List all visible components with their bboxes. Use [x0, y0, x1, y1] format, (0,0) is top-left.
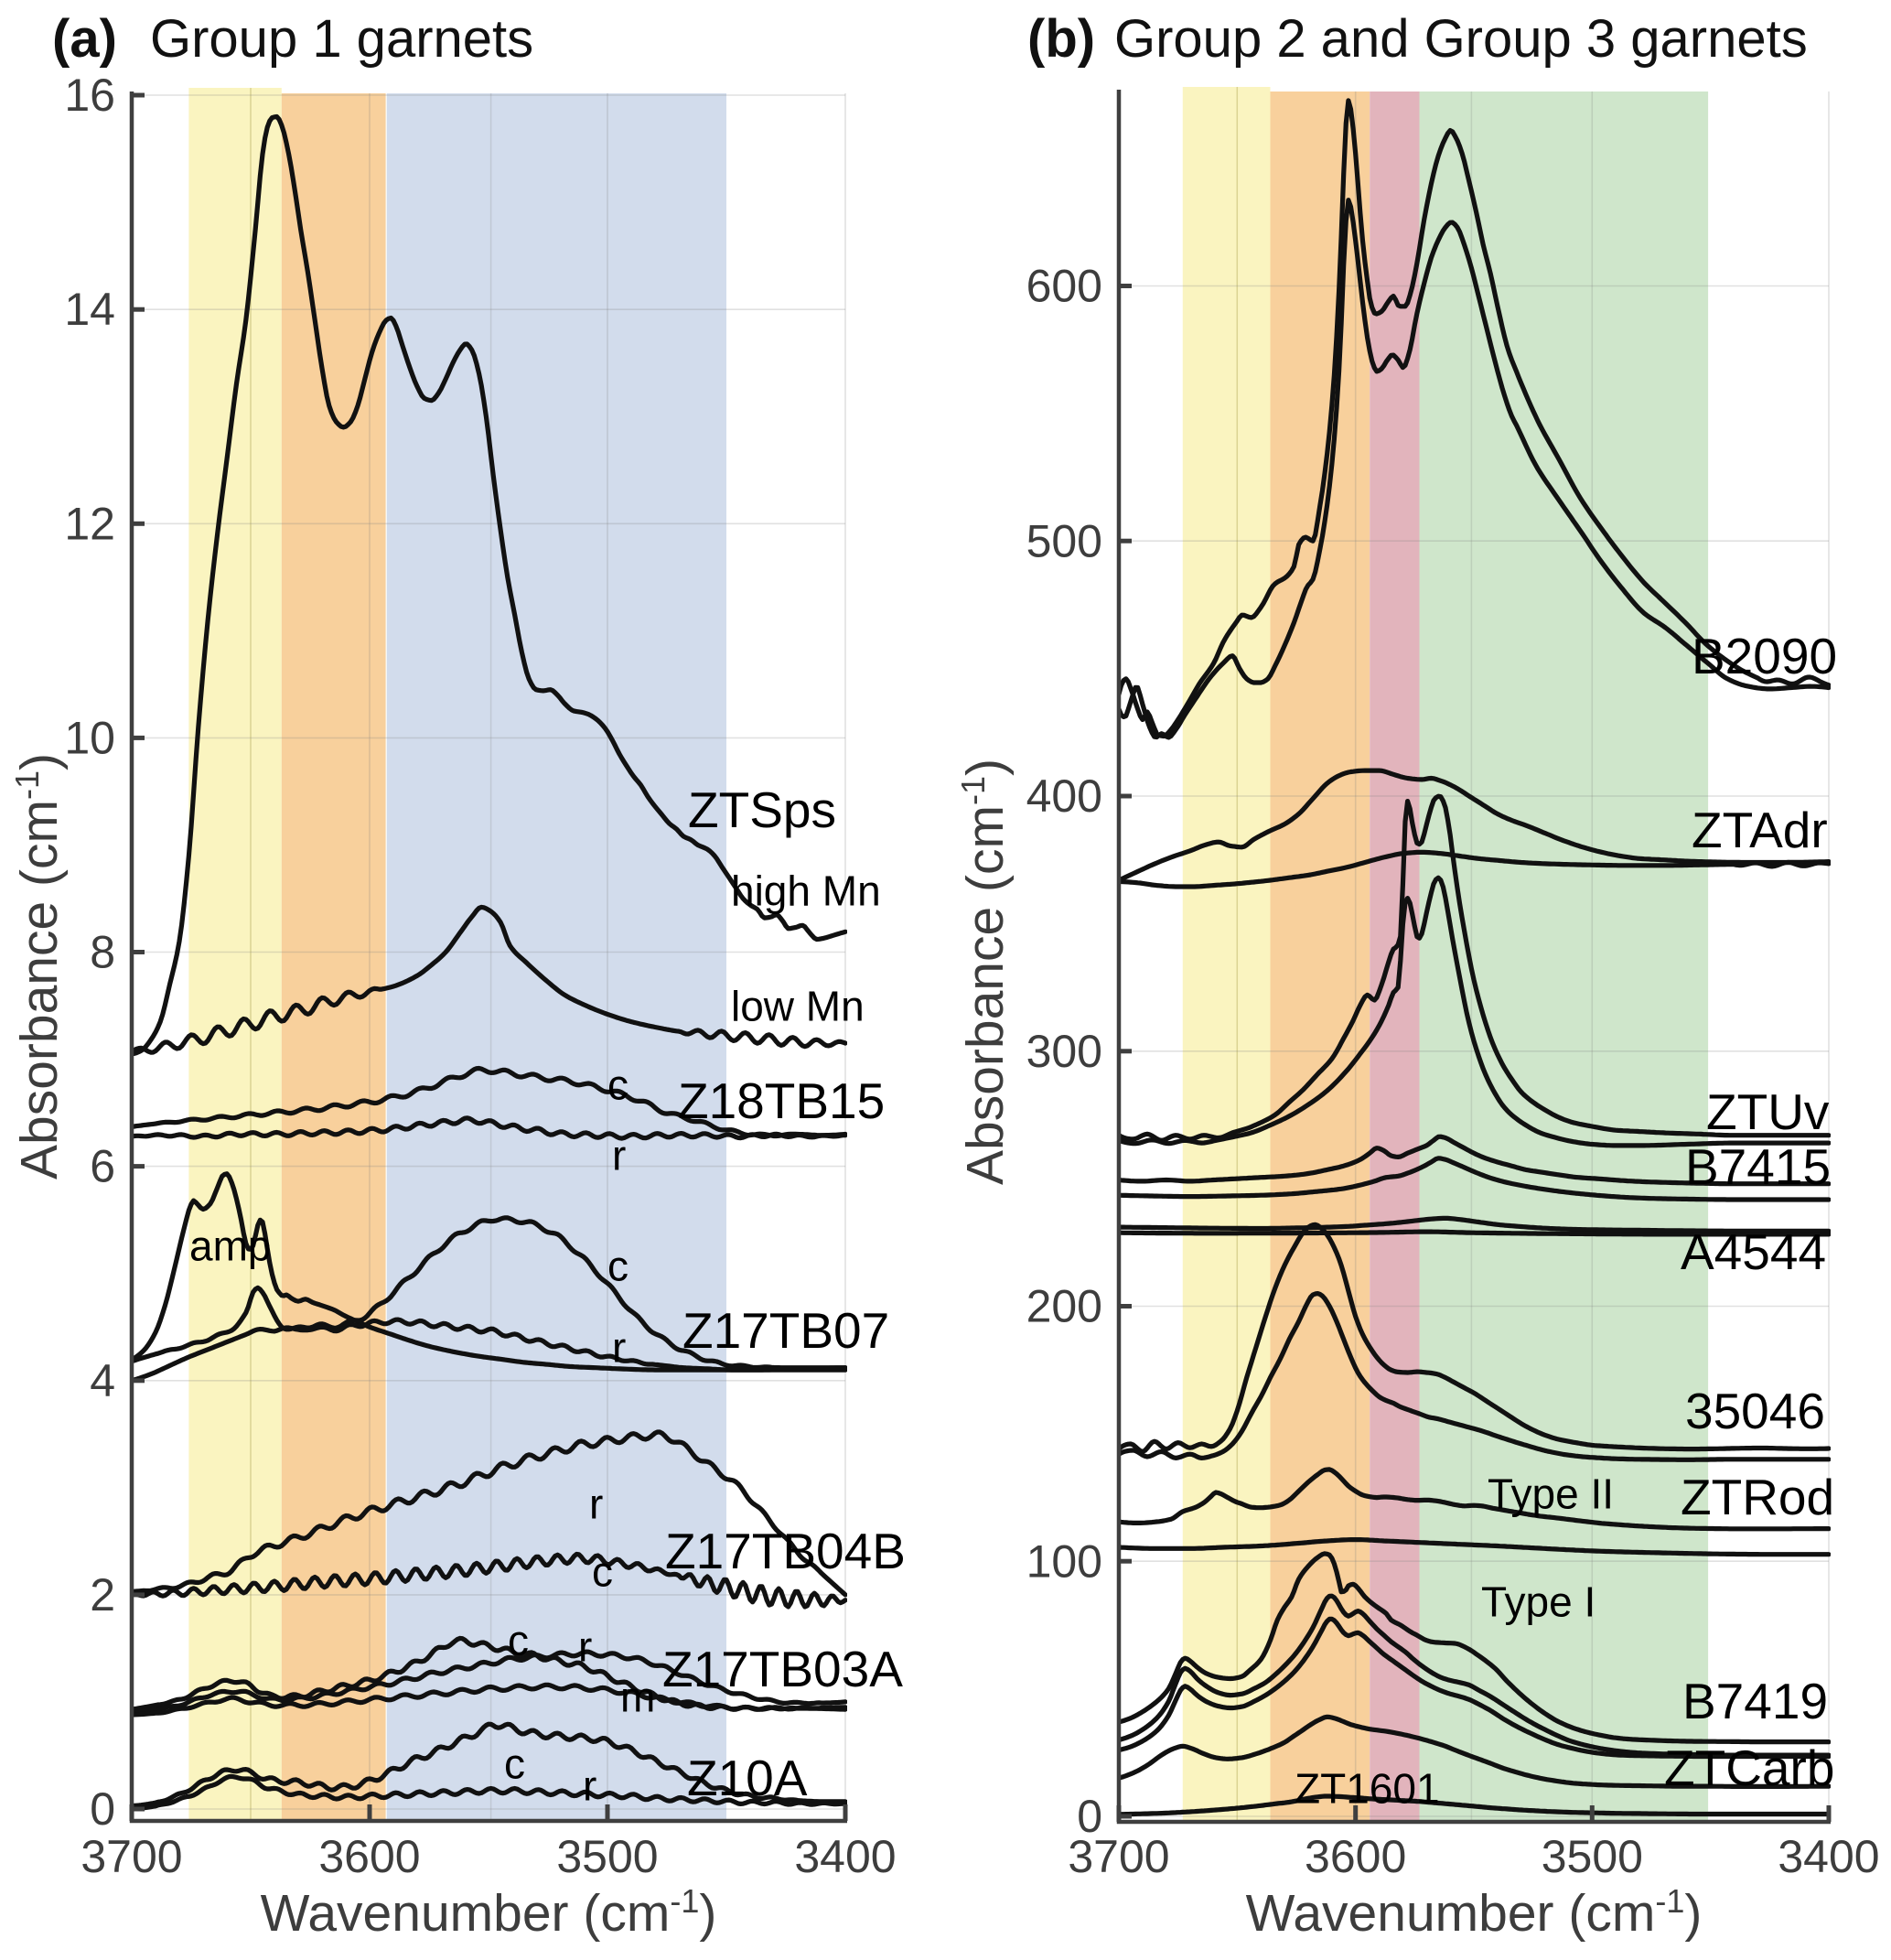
svg-text:r: r — [589, 1481, 603, 1528]
svg-text:ZTUv: ZTUv — [1706, 1083, 1830, 1140]
svg-text:ZTRod: ZTRod — [1681, 1469, 1834, 1525]
svg-text:3400: 3400 — [1778, 1831, 1879, 1882]
svg-text:(b): (b) — [1027, 9, 1095, 69]
svg-text:B2090: B2090 — [1692, 628, 1837, 684]
svg-text:3600: 3600 — [318, 1831, 420, 1882]
svg-text:amp: amp — [189, 1222, 271, 1270]
svg-text:3500: 3500 — [1542, 1831, 1643, 1882]
svg-text:600: 600 — [1026, 261, 1102, 312]
svg-text:4: 4 — [90, 1355, 115, 1406]
svg-text:8: 8 — [90, 927, 115, 978]
svg-text:r: r — [578, 1623, 592, 1671]
svg-text:Z17TB03A: Z17TB03A — [662, 1641, 903, 1697]
svg-text:Z17TB07: Z17TB07 — [682, 1302, 889, 1359]
svg-text:12: 12 — [64, 498, 115, 549]
svg-text:c: c — [607, 1243, 629, 1290]
svg-text:Z17TB04B: Z17TB04B — [665, 1523, 906, 1579]
svg-text:0: 0 — [1077, 1791, 1102, 1842]
svg-text:A4544: A4544 — [1681, 1223, 1826, 1280]
svg-text:3500: 3500 — [556, 1831, 658, 1882]
svg-text:ZTAdr: ZTAdr — [1692, 802, 1828, 858]
svg-text:100: 100 — [1026, 1535, 1102, 1587]
svg-text:Group 2 and Group 3 garnets: Group 2 and Group 3 garnets — [1114, 9, 1808, 69]
svg-text:high Mn: high Mn — [731, 867, 881, 915]
svg-text:B7419: B7419 — [1682, 1673, 1828, 1729]
svg-text:Wavenumber (cm-1): Wavenumber (cm-1) — [1246, 1882, 1703, 1944]
svg-text:ZT1601: ZT1601 — [1295, 1765, 1440, 1813]
svg-text:500: 500 — [1026, 515, 1102, 566]
svg-text:6: 6 — [90, 1141, 115, 1192]
svg-text:300: 300 — [1026, 1026, 1102, 1077]
svg-text:ZTCarb: ZTCarb — [1664, 1739, 1834, 1796]
svg-text:B7415: B7415 — [1685, 1138, 1831, 1195]
svg-text:Group 1 garnets: Group 1 garnets — [150, 9, 533, 69]
svg-text:c: c — [508, 1617, 529, 1664]
svg-text:Wavenumber (cm-1): Wavenumber (cm-1) — [261, 1882, 717, 1944]
svg-text:Absorbance (cm-1): Absorbance (cm-1) — [954, 759, 1015, 1185]
svg-text:3600: 3600 — [1305, 1831, 1406, 1882]
svg-text:c: c — [607, 1061, 629, 1109]
svg-text:Type I: Type I — [1481, 1578, 1596, 1626]
svg-text:c: c — [592, 1548, 613, 1596]
svg-text:Absorbance (cm-1): Absorbance (cm-1) — [8, 753, 70, 1179]
svg-text:c: c — [504, 1740, 525, 1788]
svg-text:Z18TB15: Z18TB15 — [678, 1072, 885, 1129]
svg-text:0: 0 — [90, 1783, 115, 1835]
svg-text:10: 10 — [64, 712, 115, 763]
svg-text:r: r — [583, 1762, 596, 1810]
svg-text:3400: 3400 — [794, 1831, 896, 1882]
svg-text:r: r — [612, 1324, 626, 1372]
svg-text:3700: 3700 — [1068, 1831, 1169, 1882]
svg-text:low Mn: low Mn — [731, 983, 865, 1030]
svg-text:400: 400 — [1026, 770, 1102, 822]
svg-text:35046: 35046 — [1685, 1383, 1825, 1439]
svg-text:(a): (a) — [52, 9, 117, 69]
svg-text:r: r — [612, 1132, 626, 1179]
svg-text:16: 16 — [64, 70, 115, 121]
svg-text:ZTSps: ZTSps — [688, 781, 836, 838]
svg-text:2: 2 — [90, 1569, 115, 1621]
svg-text:200: 200 — [1026, 1281, 1102, 1332]
svg-text:3700: 3700 — [81, 1831, 182, 1882]
svg-text:Z10A: Z10A — [687, 1750, 808, 1806]
svg-text:m: m — [620, 1674, 655, 1721]
svg-text:Type II: Type II — [1488, 1470, 1614, 1518]
svg-text:14: 14 — [64, 284, 115, 335]
